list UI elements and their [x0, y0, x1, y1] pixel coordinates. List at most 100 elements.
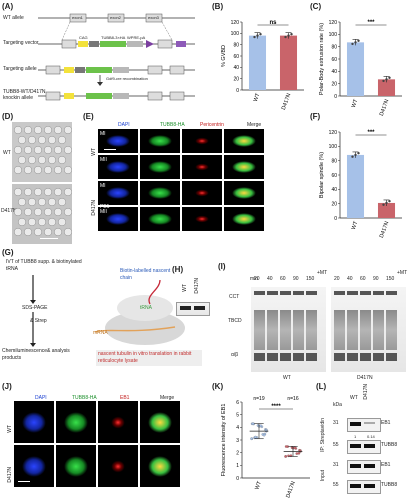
band-ab	[347, 353, 358, 361]
micrograph-tile	[98, 445, 138, 487]
blot-band	[364, 464, 375, 468]
chart-k: 0 1 2 3 4 5 6 Fluorescence intensity of EB1 n=19…	[221, 396, 310, 499]
oocyte	[37, 155, 47, 165]
time-label-90: 90	[293, 276, 299, 282]
i-band-cct: CCT	[229, 294, 240, 300]
mt-label: +MT	[397, 270, 408, 276]
band-smear	[267, 310, 278, 350]
blot-band	[350, 464, 361, 468]
recomb-label: Gdf9-cre recombination	[106, 76, 148, 81]
blot-band	[364, 422, 375, 424]
oocyte	[37, 217, 47, 227]
band-cct	[306, 291, 317, 295]
time-label-20: 20	[254, 276, 260, 282]
stained-structure	[232, 187, 256, 199]
e-header-pericentrin: Pericentrin	[200, 122, 224, 128]
row-label-targeting-vector: Targeting vector	[3, 40, 39, 46]
oocyte	[43, 125, 53, 135]
band-cct	[373, 291, 384, 295]
l-lane-d417n: D417N	[363, 384, 369, 400]
y-tick-label: 4	[236, 425, 239, 431]
g-nascent-label: Biotin-labelled nascent chain	[120, 268, 171, 281]
n-label: n=16	[287, 396, 298, 402]
oocyte	[23, 125, 33, 135]
oocyte	[23, 227, 33, 237]
band-smear	[360, 310, 371, 350]
stained-structure	[232, 135, 256, 147]
time-label-150: 150	[306, 276, 315, 282]
y-tick-label: 0	[334, 216, 337, 222]
stained-structure	[64, 455, 88, 477]
oocyte	[43, 145, 53, 155]
oocyte	[27, 217, 37, 227]
i-geno-d417n: D417N	[357, 375, 373, 381]
y-tick-label: 100	[329, 144, 338, 150]
oocyte	[47, 155, 57, 165]
oocyte	[63, 125, 72, 135]
y-tick-label: 80	[331, 44, 337, 50]
band-cct	[293, 291, 304, 295]
data-point	[262, 433, 266, 437]
oocyte	[23, 187, 33, 197]
g-step4: Chemiluminescence& analysis products	[2, 348, 70, 361]
data-point	[259, 424, 263, 428]
oocyte	[47, 197, 57, 207]
g-mrna-label: mRNA	[93, 330, 108, 336]
band-ab	[373, 353, 384, 361]
band-ab	[306, 353, 317, 361]
y-tick-label: 20	[331, 81, 337, 87]
stained-structure	[148, 161, 172, 173]
blot-label-tubb8: TUBB8	[381, 442, 398, 448]
stained-structure	[148, 135, 172, 147]
oocyte	[23, 145, 33, 155]
stained-structure	[190, 187, 214, 199]
oocyte	[63, 165, 72, 175]
stained-structure	[64, 411, 88, 433]
e-header-merge: Merge	[247, 122, 262, 128]
stained-structure	[106, 455, 130, 477]
time-label-90: 90	[373, 276, 379, 282]
oocyte	[33, 165, 43, 175]
row-label-wt-allele: WT allele	[3, 15, 24, 21]
panel-j-label: (J)	[2, 382, 12, 391]
oocyte	[13, 187, 23, 197]
band-smear	[306, 310, 317, 350]
micrograph-tile	[140, 129, 180, 153]
data-point	[354, 153, 357, 157]
micrograph-tile	[98, 155, 138, 179]
micrograph-tile	[182, 155, 222, 179]
oocyte	[63, 207, 72, 217]
wpre-label: WPRE-pA	[127, 35, 146, 40]
e-row-d417n: D417N	[91, 200, 97, 216]
data-point	[295, 452, 299, 455]
marker-55: 55	[333, 482, 339, 488]
stage-label-mii: MII	[100, 157, 107, 163]
data-point	[284, 445, 288, 448]
bar-d417n	[279, 35, 298, 90]
oocytes-wt-image	[12, 122, 72, 182]
micrograph-tile	[56, 401, 96, 443]
l-input-label: Input	[320, 470, 326, 482]
oocytes-d417n-image	[12, 184, 72, 244]
bar-d417n	[377, 202, 396, 218]
panel-d-label: (D)	[2, 112, 14, 121]
band-cct	[386, 291, 397, 295]
band-ab	[334, 353, 345, 361]
oocyte	[27, 155, 37, 165]
tubb8-label: TUBB8-3×HA	[101, 35, 126, 40]
g-step3: & Strep	[30, 318, 47, 324]
micrograph-tile	[182, 129, 222, 153]
data-point	[382, 79, 385, 83]
band-smear	[334, 310, 345, 350]
band-ab	[254, 353, 265, 361]
panel-a-label: (A)	[2, 2, 14, 11]
stained-structure	[106, 411, 130, 433]
pb1-label: PB1	[100, 204, 110, 210]
y-tick-label: 2	[236, 450, 239, 456]
oocyte	[53, 207, 63, 217]
oocyte	[27, 197, 37, 207]
y-tick-label: 40	[331, 187, 337, 193]
micrograph-tile	[140, 155, 180, 179]
g-caption: nascent tubulin in vitro translation in …	[96, 350, 202, 366]
chart-c: 0 20 40 60 80 100 120 Polar-Body extrusion rate…	[319, 20, 402, 117]
